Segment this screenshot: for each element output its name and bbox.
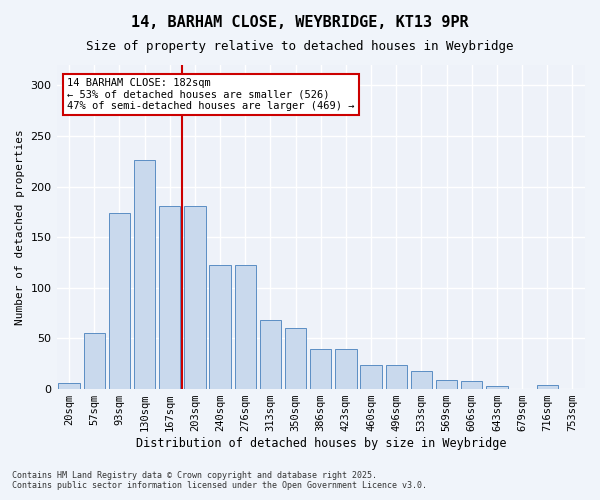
X-axis label: Distribution of detached houses by size in Weybridge: Distribution of detached houses by size … [136,437,506,450]
Bar [235,264,256,389]
Text: Contains HM Land Registry data © Crown copyright and database right 2025.
Contai: Contains HM Land Registry data © Crown c… [12,470,427,490]
Bar [134,160,155,389]
Bar [461,381,482,389]
Bar [386,365,407,389]
Bar [260,320,281,389]
Bar [361,365,382,389]
Bar [335,348,356,389]
Bar [310,348,331,389]
Text: Size of property relative to detached houses in Weybridge: Size of property relative to detached ho… [86,40,514,53]
Bar [109,213,130,389]
Bar [83,334,105,389]
Bar [159,206,181,389]
Text: 14 BARHAM CLOSE: 182sqm
← 53% of detached houses are smaller (526)
47% of semi-d: 14 BARHAM CLOSE: 182sqm ← 53% of detache… [67,78,355,111]
Bar [411,371,432,389]
Bar [209,264,231,389]
Bar [285,328,307,389]
Y-axis label: Number of detached properties: Number of detached properties [15,129,25,325]
Bar [536,385,558,389]
Bar [486,386,508,389]
Bar [436,380,457,389]
Bar [58,383,80,389]
Text: 14, BARHAM CLOSE, WEYBRIDGE, KT13 9PR: 14, BARHAM CLOSE, WEYBRIDGE, KT13 9PR [131,15,469,30]
Bar [184,206,206,389]
